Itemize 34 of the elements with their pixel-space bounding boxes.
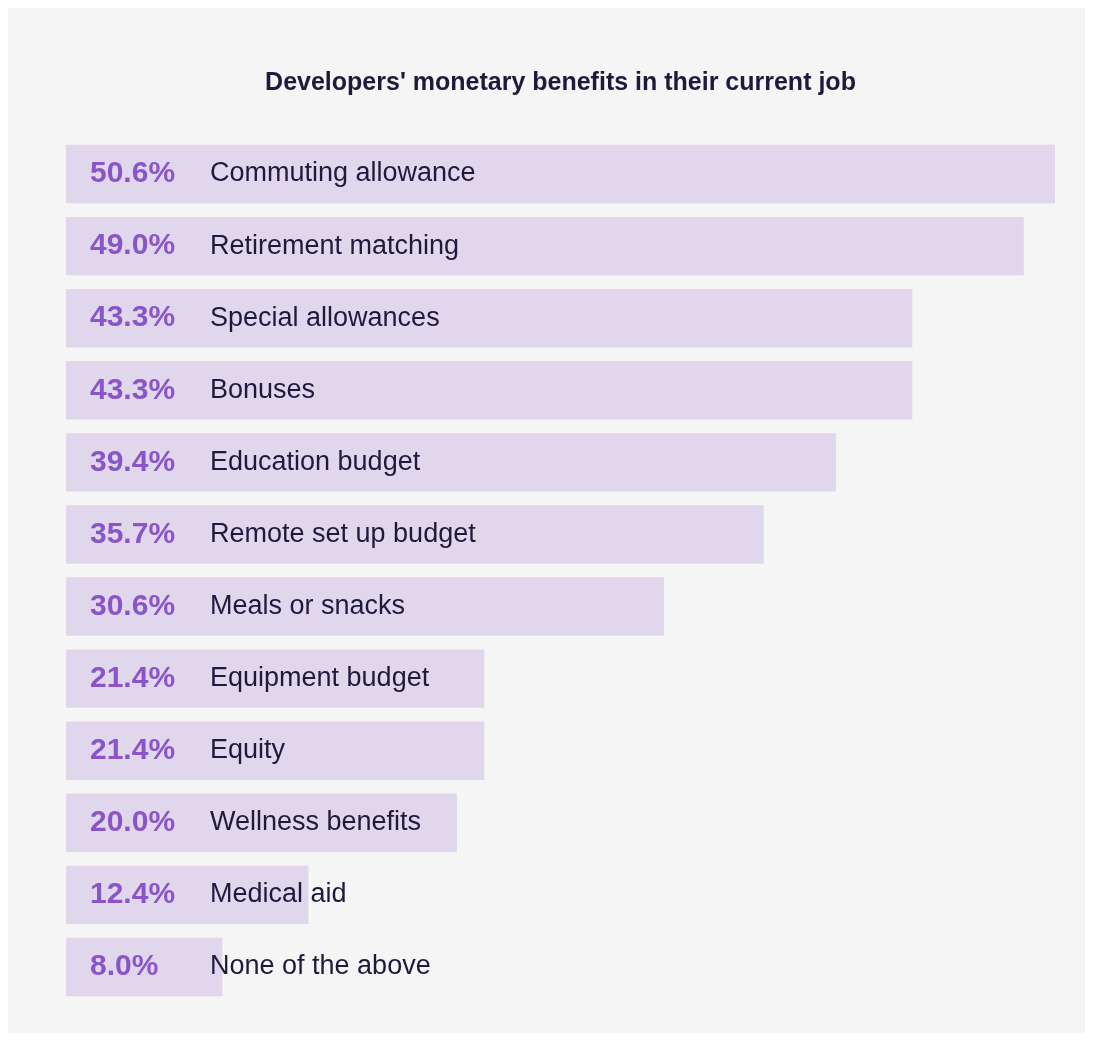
y-tick-label: Wellness benefits [210,806,422,837]
data-label: 35.7% [90,515,176,549]
data-label: 43.3% [90,371,176,405]
data-label: 39.4% [90,443,176,477]
bar [66,649,485,708]
data-label: 8.0% [90,948,159,982]
bar [66,361,913,420]
data-label: 12.4% [90,876,176,910]
y-tick-label: Bonuses [210,373,316,404]
y-tick-label: Retirement matching [210,229,460,260]
y-tick-label: Meals or snacks [210,589,406,620]
data-label: 43.3% [90,299,176,333]
y-tick-label: Medical aid [210,878,347,909]
y-tick-label: Equity [210,734,286,765]
y-tick-label: Special allowances [210,301,440,332]
bar [66,289,913,348]
data-label: 21.4% [90,731,176,765]
data-label: 49.0% [90,227,176,261]
y-tick-label: Remote set up budget [210,517,477,548]
y-tick-label: Commuting allowance [210,157,476,188]
data-label: 50.6% [90,155,176,189]
bar [66,721,485,780]
bar [66,216,1024,276]
chart-title: Developers' monetary benefits in their current job [265,66,856,95]
y-tick-label: None of the above [210,950,431,981]
data-label: 30.6% [90,587,176,621]
y-tick-label: Equipment budget [210,662,430,693]
y-tick-label: Education budget [210,445,421,476]
bar [66,505,764,564]
data-label: 20.0% [90,804,176,838]
data-label: 21.4% [90,659,176,693]
bar [66,144,1055,204]
bar [66,577,665,636]
bar [66,433,837,492]
